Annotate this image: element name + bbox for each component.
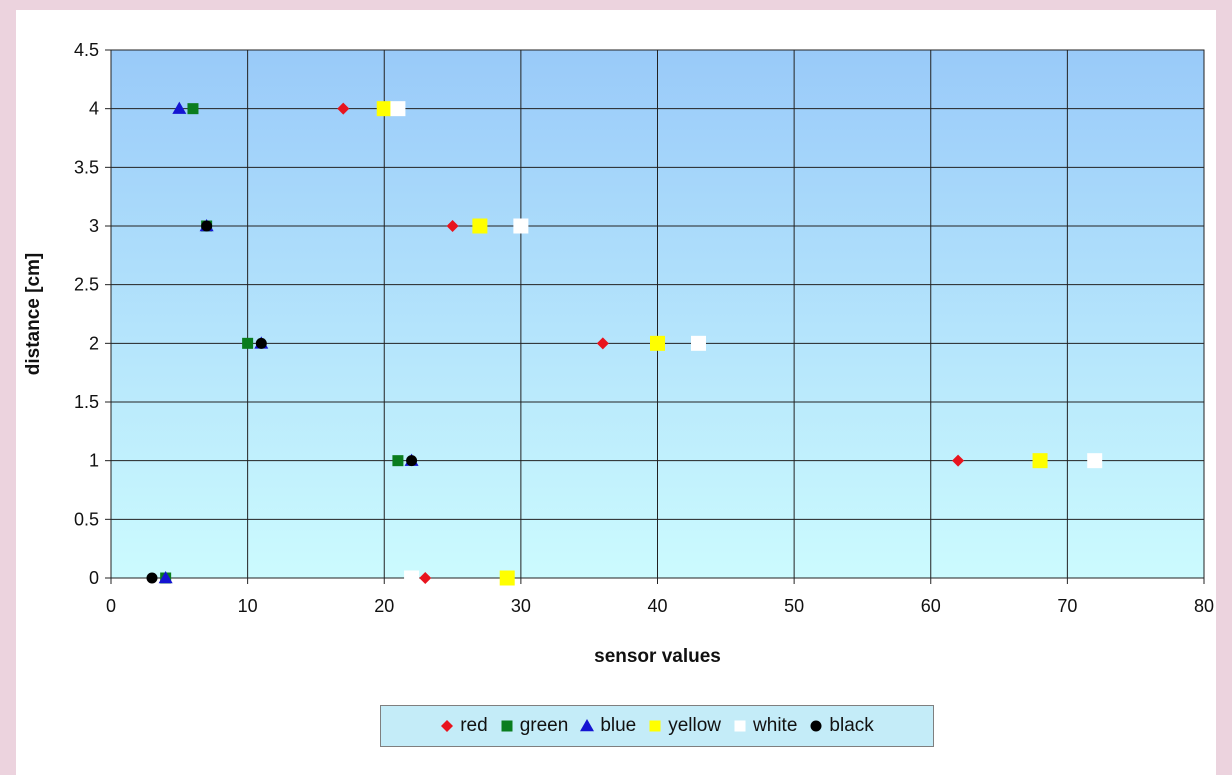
data-point-red (596, 337, 609, 350)
data-point-yellow (472, 218, 488, 234)
y-tick-label: 0.5 (74, 509, 99, 529)
data-point-white (1087, 453, 1103, 469)
data-point-blue (172, 101, 187, 114)
data-point-green (392, 455, 404, 467)
legend-swatch-white (734, 720, 746, 732)
legend-label: yellow (668, 715, 722, 736)
legend-marker-black (810, 720, 822, 732)
data-point-black (201, 220, 213, 232)
data-point-yellow (650, 335, 665, 351)
legend-item-red: red (440, 715, 488, 737)
y-tick-label: 3 (89, 216, 99, 236)
legend-label: white (753, 715, 798, 736)
legend-label: red (460, 715, 488, 736)
legend-swatch-blue (580, 719, 595, 732)
x-tick-label: 0 (106, 596, 116, 616)
legend-marker-green (501, 720, 513, 732)
data-point-white (513, 218, 529, 234)
x-tick-label: 80 (1194, 596, 1214, 616)
legend-marker-yellow (649, 720, 661, 732)
legend-swatch-red (441, 720, 454, 732)
y-tick-label: 2.5 (74, 275, 99, 295)
legend-item-green: green (500, 715, 569, 737)
y-tick-label: 1 (89, 451, 99, 471)
legend-swatch-black (810, 720, 822, 732)
data-point-blue (158, 571, 173, 584)
data-point-yellow (1032, 453, 1048, 469)
y-tick-label: 3.5 (74, 157, 99, 177)
x-tick-label: 60 (921, 596, 941, 616)
x-tick-label: 40 (647, 596, 667, 616)
y-axis-ticks: 0 0.5 1 1.5 2 2.5 3 3.5 4 4.5 (74, 40, 111, 588)
data-point-black (146, 572, 158, 584)
legend-item-yellow: yellow (648, 715, 721, 737)
legend-item-black: black (809, 715, 874, 737)
legend-marker-red (441, 720, 454, 732)
data-point-black (406, 455, 418, 467)
x-tick-label: 50 (784, 596, 804, 616)
y-axis-title: distance [cm] (23, 253, 44, 375)
data-point-white (690, 335, 706, 351)
data-point-black (255, 337, 267, 349)
legend-swatch-green (501, 720, 513, 732)
chart-legend: red green blue yellow white black (380, 705, 934, 747)
y-tick-label: 4 (89, 99, 99, 119)
x-tick-label: 70 (1057, 596, 1077, 616)
y-tick-label: 1.5 (74, 392, 99, 412)
data-point-green (242, 337, 254, 349)
y-tick-label: 2 (89, 333, 99, 353)
data-markers (146, 101, 1103, 586)
legend-marker-white (734, 720, 746, 732)
chart-frame: 0 10 20 30 40 50 60 70 80 0 0.5 1 1.5 2 2.5 3 3.5 4 4.5 s… (16, 10, 1216, 775)
x-axis-ticks: 0 10 20 30 40 50 60 70 80 (106, 578, 1214, 616)
data-point-white (390, 101, 406, 117)
legend-item-white: white (733, 715, 797, 737)
y-tick-label: 0 (89, 568, 99, 588)
data-point-green (187, 103, 199, 115)
x-tick-label: 30 (511, 596, 531, 616)
x-tick-label: 10 (238, 596, 258, 616)
data-point-yellow (376, 101, 392, 117)
data-point-white (404, 570, 420, 586)
legend-swatch-yellow (649, 720, 661, 732)
data-point-yellow (499, 570, 515, 586)
legend-label: black (829, 715, 874, 736)
x-tick-label: 20 (374, 596, 394, 616)
data-point-red (446, 220, 459, 232)
legend-marker-blue (580, 719, 595, 732)
legend-item-blue: blue (580, 715, 636, 737)
x-axis-title: sensor values (594, 646, 721, 667)
y-tick-label: 4.5 (74, 40, 99, 60)
legend-label: blue (600, 715, 637, 736)
data-point-red (337, 102, 350, 115)
data-point-red (419, 572, 432, 584)
legend-label: green (519, 715, 569, 736)
data-point-red (952, 454, 965, 467)
scatter-chart: 0 10 20 30 40 50 60 70 80 0 0.5 1 1.5 2 2.5 3 3.5 4 4.5 s… (23, 40, 1214, 667)
